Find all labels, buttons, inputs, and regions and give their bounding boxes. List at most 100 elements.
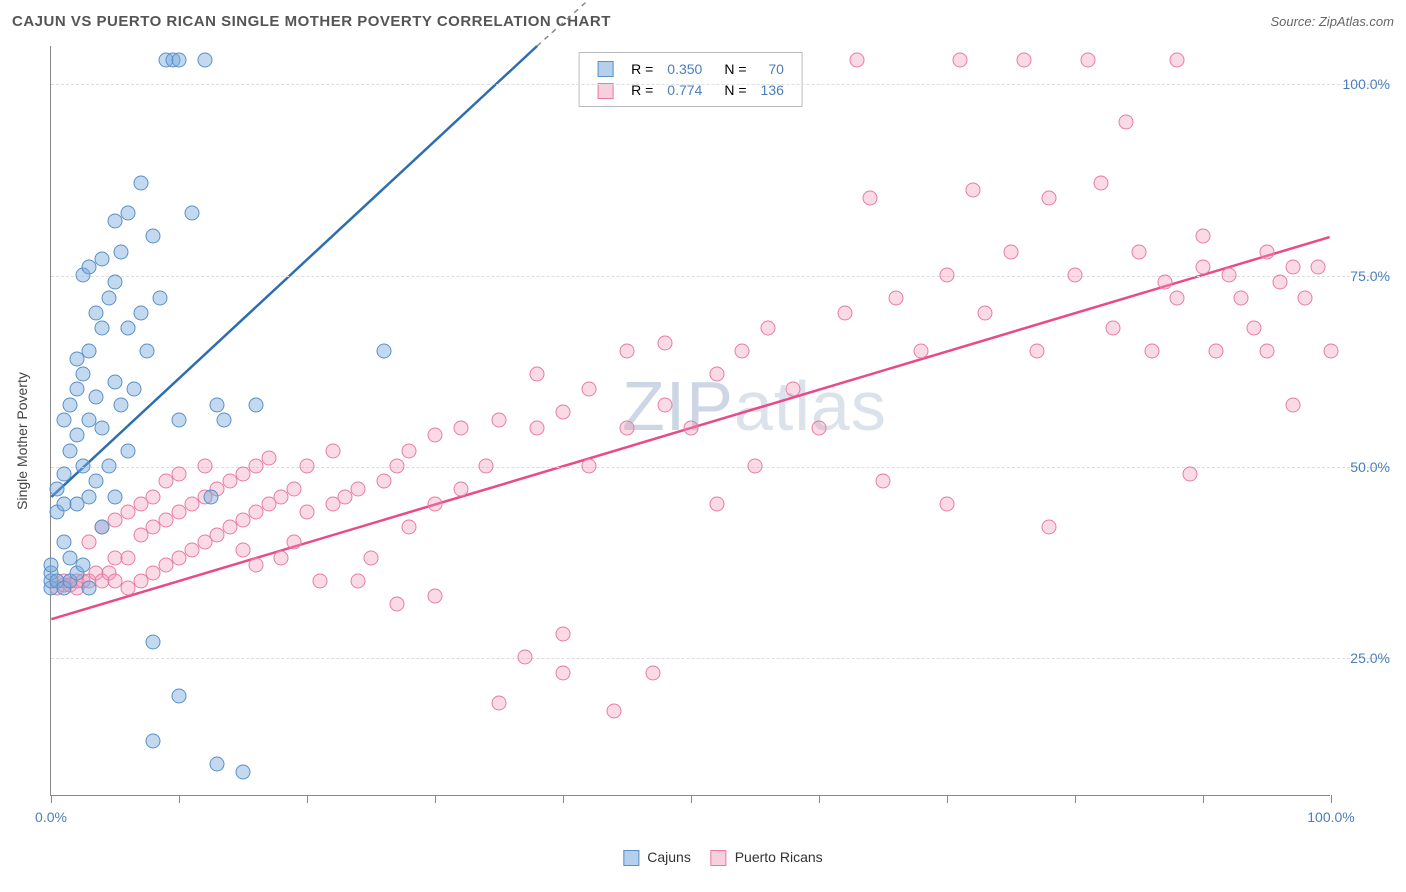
y-tick-label: 75.0%: [1335, 268, 1390, 284]
data-point: [402, 443, 417, 458]
data-point: [709, 367, 724, 382]
data-point: [236, 765, 251, 780]
data-point: [133, 305, 148, 320]
data-point: [95, 252, 110, 267]
data-point: [556, 665, 571, 680]
data-point: [389, 596, 404, 611]
data-point: [114, 244, 129, 259]
data-point: [44, 558, 59, 573]
data-point: [172, 413, 187, 428]
x-tick: [947, 795, 948, 803]
x-tick: [819, 795, 820, 803]
data-point: [1144, 344, 1159, 359]
data-point: [287, 481, 302, 496]
data-point: [1093, 175, 1108, 190]
data-point: [888, 290, 903, 305]
data-point: [1311, 259, 1326, 274]
data-point: [940, 497, 955, 512]
data-point: [645, 665, 660, 680]
data-point: [1324, 344, 1339, 359]
data-point: [658, 336, 673, 351]
x-tick: [691, 795, 692, 803]
data-point: [556, 405, 571, 420]
data-point: [351, 481, 366, 496]
data-point: [210, 397, 225, 412]
data-point: [581, 458, 596, 473]
data-point: [837, 305, 852, 320]
data-point: [76, 367, 91, 382]
x-tick-label: 100.0%: [1307, 809, 1354, 825]
x-tick: [1075, 795, 1076, 803]
legend-item: Puerto Ricans: [711, 849, 823, 866]
data-point: [120, 321, 135, 336]
data-point: [1042, 191, 1057, 206]
data-point: [812, 420, 827, 435]
data-point: [581, 382, 596, 397]
data-point: [492, 696, 507, 711]
data-point: [453, 481, 468, 496]
data-point: [101, 290, 116, 305]
data-point: [108, 275, 123, 290]
data-point: [1196, 229, 1211, 244]
data-point: [312, 573, 327, 588]
gridline: [51, 276, 1390, 277]
data-point: [607, 703, 622, 718]
data-point: [709, 497, 724, 512]
data-point: [56, 466, 71, 481]
data-point: [389, 458, 404, 473]
data-point: [69, 428, 84, 443]
data-point: [735, 344, 750, 359]
data-point: [216, 413, 231, 428]
data-point: [82, 535, 97, 550]
data-point: [1029, 344, 1044, 359]
data-point: [863, 191, 878, 206]
data-point: [760, 321, 775, 336]
x-tick: [179, 795, 180, 803]
data-point: [197, 458, 212, 473]
data-point: [146, 734, 161, 749]
data-point: [1170, 53, 1185, 68]
data-point: [850, 53, 865, 68]
legend-swatch: [597, 61, 613, 77]
data-point: [108, 489, 123, 504]
data-point: [95, 420, 110, 435]
data-point: [172, 466, 187, 481]
legend-stat-row: R =0.774N =136: [591, 80, 790, 99]
data-point: [172, 688, 187, 703]
chart-title: CAJUN VS PUERTO RICAN SINGLE MOTHER POVE…: [12, 13, 611, 30]
data-point: [376, 474, 391, 489]
data-point: [146, 634, 161, 649]
data-point: [1285, 259, 1300, 274]
data-point: [248, 397, 263, 412]
data-point: [556, 627, 571, 642]
data-point: [876, 474, 891, 489]
data-point: [1247, 321, 1262, 336]
data-point: [56, 535, 71, 550]
data-point: [133, 175, 148, 190]
data-point: [82, 344, 97, 359]
data-point: [88, 474, 103, 489]
data-point: [114, 397, 129, 412]
data-point: [1016, 53, 1031, 68]
legend-item: Cajuns: [623, 849, 690, 866]
data-point: [325, 443, 340, 458]
y-tick-label: 50.0%: [1335, 459, 1390, 475]
data-point: [82, 581, 97, 596]
legend-swatch: [623, 850, 639, 866]
data-point: [248, 558, 263, 573]
legend-series: Cajuns Puerto Ricans: [623, 849, 822, 866]
data-point: [120, 550, 135, 565]
data-point: [127, 382, 142, 397]
data-point: [684, 420, 699, 435]
data-point: [120, 206, 135, 221]
data-point: [140, 344, 155, 359]
data-point: [978, 305, 993, 320]
data-point: [1106, 321, 1121, 336]
y-tick-label: 100.0%: [1335, 76, 1390, 92]
plot-area: ZIPatlas R =0.350N =70R =0.774N =136 25.…: [50, 46, 1330, 796]
data-point: [1298, 290, 1313, 305]
data-point: [1196, 259, 1211, 274]
data-point: [300, 458, 315, 473]
data-point: [146, 489, 161, 504]
data-point: [1272, 275, 1287, 290]
